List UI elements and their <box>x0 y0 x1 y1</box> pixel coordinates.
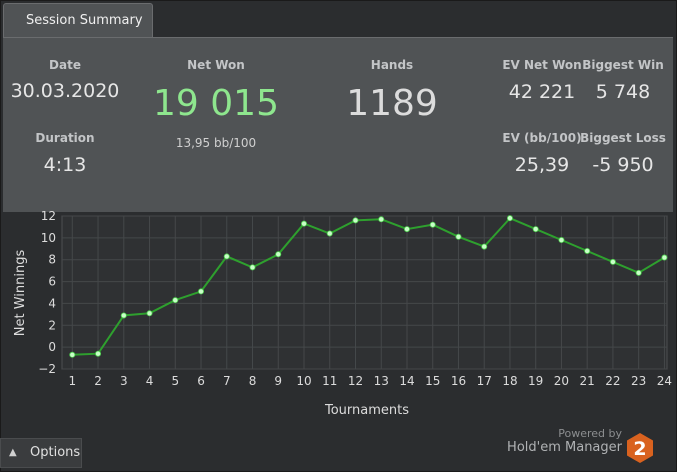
powered-by-text: Powered by <box>558 427 622 440</box>
options-label: Options <box>30 445 81 460</box>
y-tick-label: 0 <box>48 340 56 354</box>
net-won-bb100: 13,95 bb/100 <box>175 136 257 150</box>
data-point <box>300 220 307 227</box>
x-axis-label: Tournaments <box>324 403 409 418</box>
x-tick-label: 9 <box>274 374 282 388</box>
x-tick-label: 17 <box>477 374 492 388</box>
data-point <box>198 288 205 295</box>
ev-net-won-label: EV Net Won <box>502 58 582 72</box>
data-point <box>506 215 513 222</box>
product-name: Hold'em Manager <box>507 440 622 455</box>
y-tick-label: −2 <box>38 362 56 376</box>
series-line <box>72 217 665 356</box>
y-tick-label: 8 <box>48 253 56 267</box>
tab-session-summary[interactable]: Session Summary <box>3 3 153 37</box>
x-tick-label: 5 <box>171 374 179 388</box>
x-tick-labels: 1 2 3 4 5 6 7 8 9 10 11 12 13 14 15 16 17 18 19 20 21 22 23 24 <box>68 374 672 388</box>
biggest-win-label: Biggest Win <box>582 58 664 72</box>
summary-panel: Date 30.03.2020 Duration 4:13 Net Won 19… <box>3 37 673 212</box>
x-tick-label: 8 <box>249 374 257 388</box>
data-point <box>429 221 436 228</box>
duration-label: Duration <box>35 131 95 145</box>
ev-bb100-value: 25,39 <box>514 154 570 176</box>
x-tick-label: 3 <box>120 374 128 388</box>
x-tick-label: 2 <box>94 374 102 388</box>
x-tick-label: 1 <box>68 374 76 388</box>
data-point <box>172 297 179 304</box>
x-tick-label: 15 <box>425 374 440 388</box>
ev-net-won-value: 42 221 <box>508 81 576 103</box>
y-tick-label: 6 <box>48 275 56 289</box>
x-tick-label: 13 <box>374 374 389 388</box>
hands-label: Hands <box>370 58 414 72</box>
y-tick-label: 2 <box>48 318 56 332</box>
net-won-label: Net Won <box>187 58 245 72</box>
x-tick-label: 4 <box>146 374 154 388</box>
x-tick-label: 23 <box>631 374 646 388</box>
y-tick-label: 4 <box>48 296 56 310</box>
x-tick-label: 6 <box>197 374 205 388</box>
x-tick-label: 12 <box>348 374 363 388</box>
x-tick-label: 24 <box>657 374 672 388</box>
date-label: Date <box>49 58 81 72</box>
y-tick-label: 10 <box>41 231 56 245</box>
x-tick-label: 21 <box>580 374 595 388</box>
options-button[interactable]: ▲ Options <box>0 438 82 468</box>
data-point <box>223 253 230 260</box>
biggest-loss-value: -5 950 <box>592 154 654 176</box>
data-point <box>532 226 539 233</box>
data-point <box>146 310 153 317</box>
biggest-loss-label: Biggest Loss <box>580 131 666 145</box>
x-tick-label: 19 <box>528 374 543 388</box>
data-point <box>275 251 282 258</box>
y-tick-label: 12 <box>41 211 56 223</box>
data-point <box>378 216 385 223</box>
net-winnings-chart: 12 10 8 6 4 2 0 −2 1 2 3 4 5 6 7 8 9 10 11 12 13 14 15 16 17 18 1… <box>0 209 677 436</box>
data-point <box>558 237 565 244</box>
y-axis-label: Net Winnings <box>13 250 28 337</box>
data-point <box>352 217 359 224</box>
x-tick-label: 16 <box>451 374 466 388</box>
chart-grid <box>62 215 667 370</box>
data-point <box>635 269 642 276</box>
data-point <box>481 243 488 250</box>
data-point <box>249 264 256 271</box>
x-tick-label: 18 <box>502 374 517 388</box>
x-tick-label: 22 <box>605 374 620 388</box>
logo-text: 2 <box>633 438 646 460</box>
data-point <box>609 258 616 265</box>
hem2-logo-icon: 2 <box>627 433 653 463</box>
x-tick-label: 14 <box>399 374 414 388</box>
hands-value: 1189 <box>346 83 438 124</box>
x-tick-label: 10 <box>296 374 311 388</box>
data-point <box>661 254 668 261</box>
x-tick-label: 7 <box>223 374 231 388</box>
x-tick-label: 20 <box>554 374 569 388</box>
caret-up-icon: ▲ <box>9 447 17 458</box>
data-point <box>403 226 410 233</box>
date-value: 30.03.2020 <box>10 80 120 102</box>
data-point <box>69 351 76 358</box>
data-point <box>584 247 591 254</box>
ev-bb100-label: EV (bb/100) <box>502 131 582 145</box>
biggest-win-value: 5 748 <box>595 81 651 103</box>
plot-area <box>61 215 668 370</box>
y-tick-labels: 12 10 8 6 4 2 0 −2 <box>38 209 56 376</box>
net-won-value: 19 015 <box>153 83 279 124</box>
data-point <box>95 350 102 357</box>
series-points <box>69 215 668 358</box>
data-point <box>326 230 333 237</box>
data-point <box>120 312 127 319</box>
powered-by-block: Powered by Hold'em Manager <box>482 427 622 455</box>
duration-value: 4:13 <box>43 154 87 176</box>
data-point <box>455 233 462 240</box>
x-tick-label: 11 <box>322 374 337 388</box>
